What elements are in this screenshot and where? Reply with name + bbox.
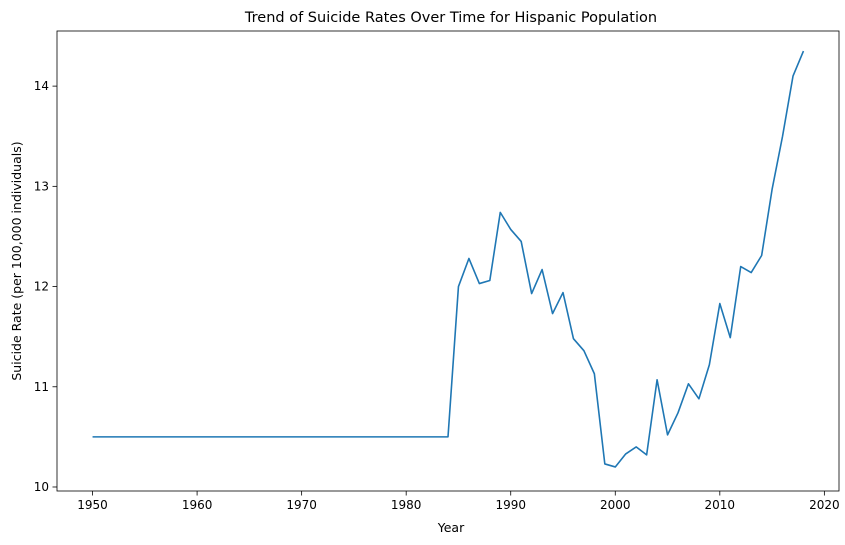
x-tick-label: 1960 [182, 498, 213, 512]
x-tick-label: 2010 [705, 498, 736, 512]
x-tick-label: 1980 [391, 498, 422, 512]
y-axis: 10 11 12 13 14 [34, 79, 57, 494]
x-tick-label: 1970 [286, 498, 317, 512]
chart-title: Trend of Suicide Rates Over Time for His… [244, 10, 657, 26]
x-tick-label: 2000 [600, 498, 631, 512]
x-tick-label: 2020 [809, 498, 840, 512]
x-axis: 1950 1960 1970 1980 1990 2000 2010 2020 [77, 491, 840, 512]
series-layer [92, 50, 805, 468]
y-tick-label: 10 [34, 480, 49, 494]
y-tick-label: 13 [34, 179, 49, 193]
x-tick-label: 1950 [77, 498, 108, 512]
x-tick-label: 1990 [495, 498, 526, 512]
x-axis-title: Year [437, 520, 465, 535]
y-tick-label: 12 [34, 280, 49, 294]
y-axis-title: Suicide Rate (per 100,000 individuals) [9, 141, 24, 380]
series-line [92, 50, 805, 468]
y-tick-label: 11 [34, 380, 49, 394]
plot-area-frame [56, 30, 840, 492]
y-tick-label: 14 [34, 79, 49, 93]
